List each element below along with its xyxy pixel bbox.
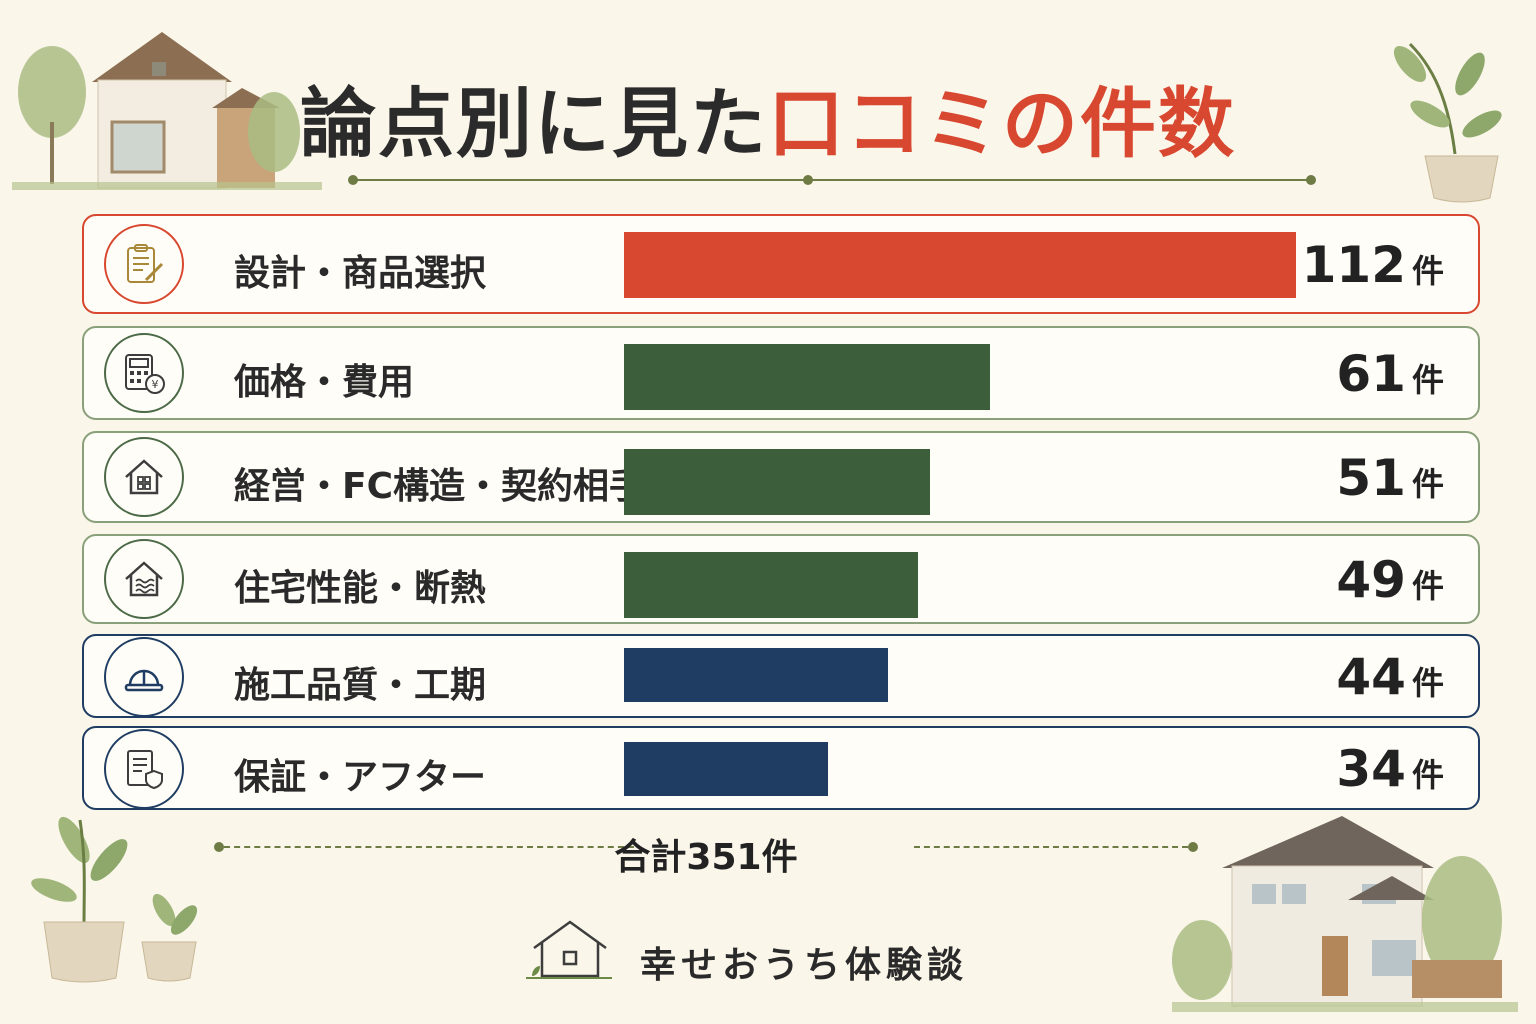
table-row: 経営・FC構造・契約相手 51 件: [82, 431, 1480, 523]
table-row: 設計・商品選択 112 件: [82, 214, 1480, 314]
icon-badge: [104, 437, 184, 517]
title-part-2: 口コミの件数: [768, 79, 1236, 168]
calculator-yen-icon: ¥: [125, 354, 165, 394]
icon-badge: [104, 729, 184, 809]
count-number: 51: [1336, 449, 1406, 507]
count-unit: 件: [1411, 756, 1444, 794]
count-number: 34: [1336, 740, 1406, 798]
bar-management-fc: [624, 449, 930, 515]
potted-plant-top-right: [1393, 42, 1502, 203]
svg-text:¥: ¥: [152, 378, 159, 391]
table-row: 保証・アフター 34 件: [82, 726, 1480, 810]
table-row: ¥ 価格・費用 61 件: [82, 326, 1480, 420]
total-dot-right: [1188, 842, 1198, 852]
category-label: 経営・FC構造・契約相手: [234, 466, 646, 507]
value-label: 34 件: [1336, 740, 1444, 798]
count-number: 112: [1301, 236, 1406, 294]
total-dashed-line-right: [914, 846, 1188, 848]
divider-dot-left: [348, 175, 358, 185]
chart-title: 論点別に見た口コミの件数: [0, 62, 1536, 172]
count-unit: 件: [1411, 664, 1444, 702]
category-label: 設計・商品選択: [234, 253, 487, 294]
count-number: 61: [1336, 345, 1406, 403]
divider-dot-center: [803, 175, 813, 185]
total-count: 合計351件: [614, 837, 798, 878]
count-number: 44: [1336, 648, 1406, 706]
value-label: 44 件: [1336, 648, 1444, 706]
value-label: 51 件: [1336, 449, 1444, 507]
divider-dot-right: [1306, 175, 1316, 185]
icon-badge: ¥: [104, 333, 184, 413]
house-illustration-bottom-right: [1172, 816, 1518, 1012]
table-row: 住宅性能・断熱 49 件: [82, 534, 1480, 624]
document-shield-icon: [127, 750, 163, 790]
value-label: 112 件: [1302, 236, 1444, 294]
count-unit: 件: [1411, 361, 1444, 399]
count-unit: 件: [1411, 465, 1444, 503]
bar-performance-insulation: [624, 552, 918, 618]
brand-name: 幸せおうち体験談: [640, 945, 969, 986]
bar-construction-quality: [624, 648, 888, 702]
total-dashed-line-left: [224, 846, 634, 848]
category-label: 価格・費用: [234, 362, 415, 403]
house-building-icon: [125, 459, 163, 495]
icon-badge: [104, 637, 184, 717]
count-unit: 件: [1411, 567, 1444, 605]
house-illustration-top-left: [12, 32, 322, 190]
count-number: 49: [1336, 551, 1406, 609]
house-insulation-icon: [125, 561, 163, 597]
title-part-1: 論点別に見た: [300, 79, 768, 168]
bar-design-product: [624, 232, 1296, 298]
icon-badge: [104, 539, 184, 619]
total-section: 合計351件: [214, 828, 1198, 878]
potted-plants-bottom-left: [31, 816, 198, 983]
value-label: 61 件: [1336, 345, 1444, 403]
category-label: 保証・アフター: [234, 757, 487, 798]
bar-price-cost: [624, 344, 990, 410]
total-dot-left: [214, 842, 224, 852]
hard-hat-icon: [124, 669, 164, 692]
house-logo-icon: [526, 920, 612, 979]
icon-badge: [104, 224, 184, 304]
clipboard-pencil-icon: [127, 244, 164, 283]
count-unit: 件: [1411, 252, 1444, 290]
title-divider: [352, 179, 1312, 181]
bar-warranty-after: [624, 742, 828, 796]
category-label: 施工品質・工期: [234, 665, 487, 706]
table-row: 施工品質・工期 44 件: [82, 634, 1480, 718]
category-label: 住宅性能・断熱: [234, 568, 487, 609]
value-label: 49 件: [1336, 551, 1444, 609]
